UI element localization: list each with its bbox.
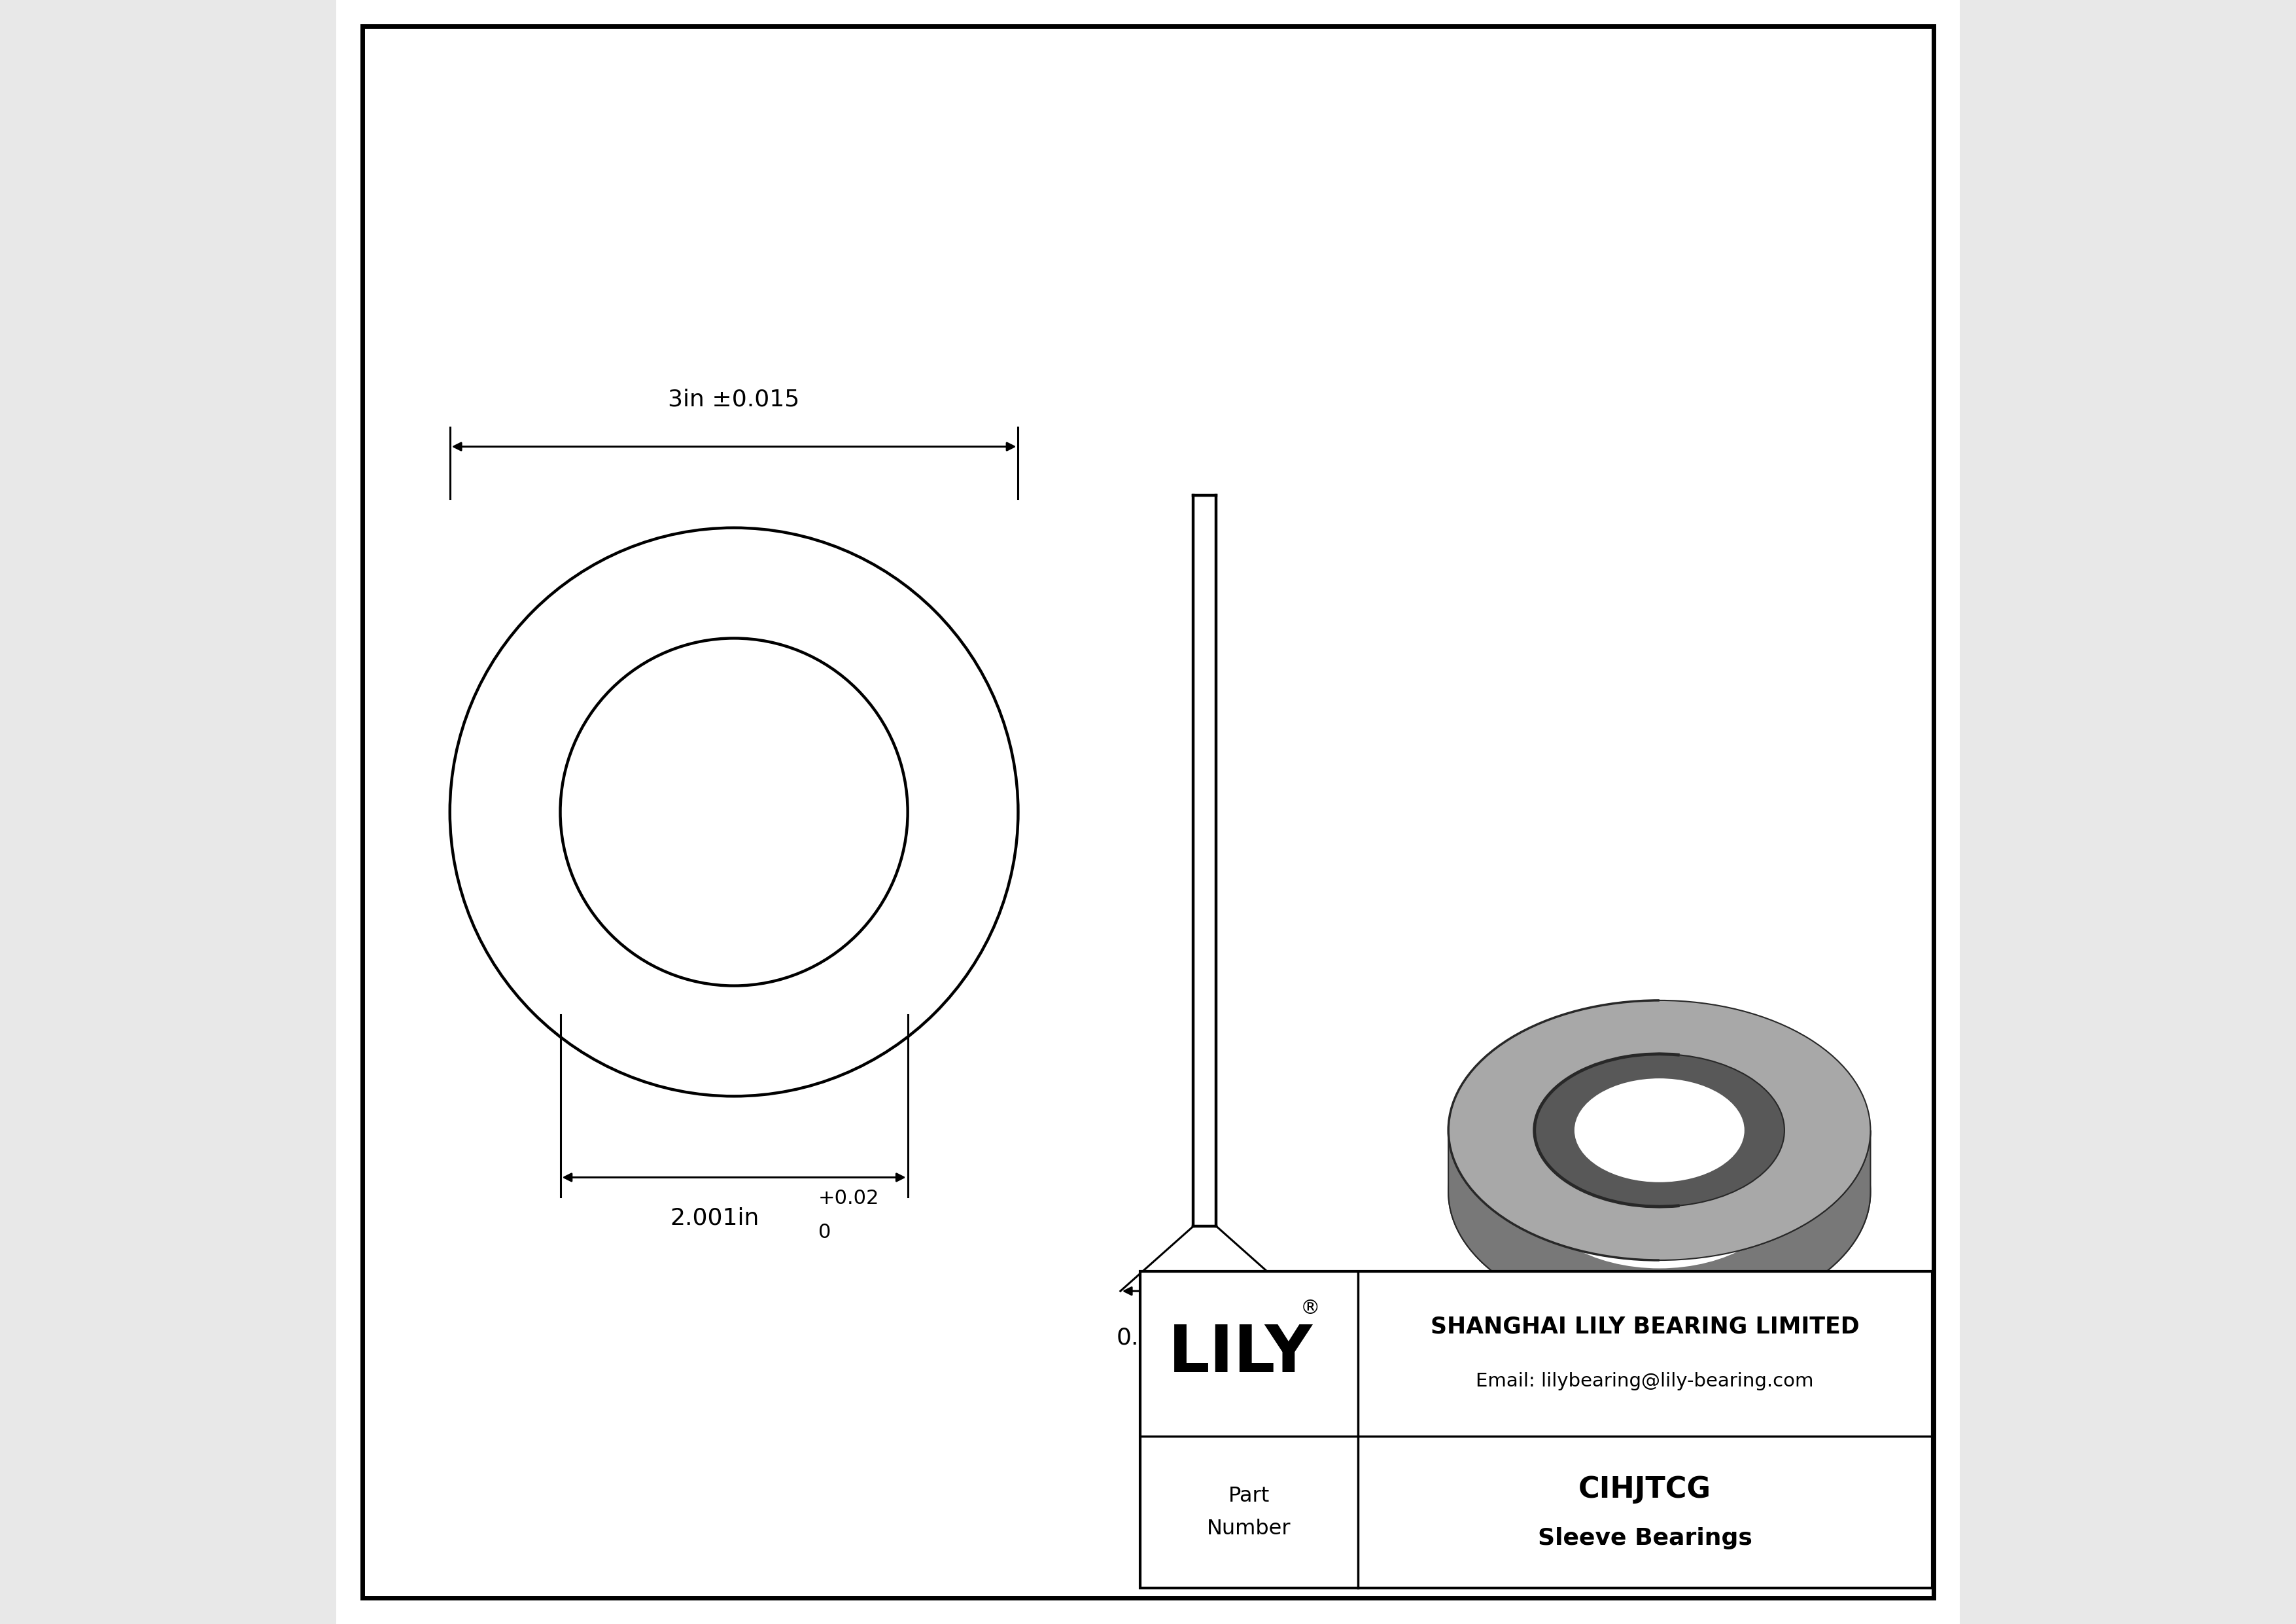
Bar (1139, 1272, 1933, 1588)
Ellipse shape (1534, 1054, 1784, 1207)
Text: LILY: LILY (1169, 1322, 1313, 1385)
Ellipse shape (1449, 1062, 1871, 1322)
Text: 0: 0 (817, 1223, 831, 1242)
Text: CIHJTCG: CIHJTCG (1580, 1476, 1711, 1504)
Polygon shape (1534, 1054, 1784, 1192)
Ellipse shape (1534, 1116, 1784, 1268)
Text: 2.001in: 2.001in (670, 1207, 760, 1229)
Text: Part: Part (1228, 1486, 1270, 1505)
Ellipse shape (1449, 1000, 1871, 1260)
Text: 0.125in±0.005: 0.125in±0.005 (1116, 1327, 1293, 1350)
Text: ®: ® (1300, 1299, 1320, 1319)
Polygon shape (1449, 1130, 1871, 1322)
Text: 3in ±0.015: 3in ±0.015 (668, 388, 799, 411)
Text: SHANGHAI LILY BEARING LIMITED: SHANGHAI LILY BEARING LIMITED (1430, 1315, 1860, 1338)
Text: +0.02: +0.02 (817, 1189, 879, 1208)
Text: Email: lilybearing@lily-bearing.com: Email: lilybearing@lily-bearing.com (1476, 1372, 1814, 1390)
Text: Number: Number (1208, 1518, 1290, 1538)
Text: Sleeve Bearings: Sleeve Bearings (1538, 1527, 1752, 1549)
Ellipse shape (1575, 1078, 1745, 1182)
